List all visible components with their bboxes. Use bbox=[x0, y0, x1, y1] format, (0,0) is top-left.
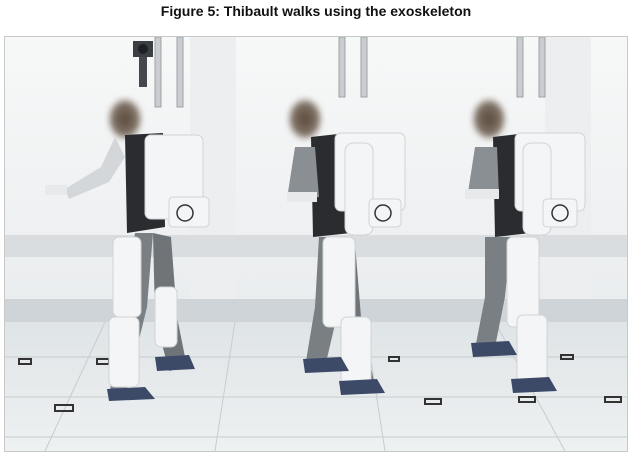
ceiling-supports bbox=[154, 37, 546, 108]
walker-figure-1 bbox=[45, 97, 210, 401]
figure-caption: Figure 5: Thibault walks using the exosk… bbox=[160, 3, 472, 19]
camera-icon bbox=[133, 41, 153, 87]
walker-figure-3 bbox=[465, 97, 586, 393]
photo-scene bbox=[5, 37, 627, 451]
floor-markers bbox=[18, 354, 622, 412]
exoskeleton-photo bbox=[4, 36, 628, 452]
walker-figure-2 bbox=[287, 97, 406, 395]
